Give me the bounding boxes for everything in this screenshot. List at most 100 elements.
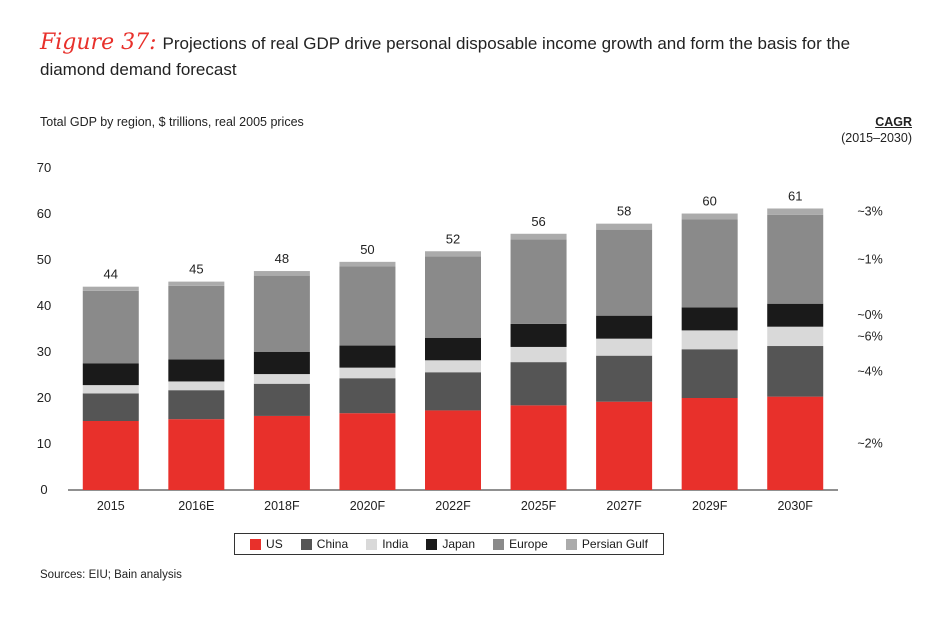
bar-segment-europe [681, 219, 738, 308]
figure-title-text: Projections of real GDP drive personal d… [40, 34, 851, 79]
bar-segment-india [425, 360, 481, 373]
chart-subtitle: Total GDP by region, $ trillions, real 2… [40, 115, 304, 129]
bar-segment-japan [425, 337, 481, 361]
cagr-header: CAGR (2015–2030) [841, 114, 912, 146]
cagr-value: ~6% [857, 329, 882, 343]
chart-legend: US China India Japan Europe Persian Gulf [234, 533, 664, 555]
y-tick-label: 60 [37, 206, 51, 221]
y-tick-label: 70 [37, 160, 51, 175]
bar-segment-europe [168, 285, 225, 360]
y-tick-label: 30 [37, 344, 51, 359]
bar-segment-japan [681, 307, 738, 331]
y-tick-label: 20 [37, 390, 51, 405]
bar-segment-india [82, 385, 139, 394]
x-tick-label: 2025F [521, 499, 557, 513]
y-tick-label: 10 [37, 436, 51, 451]
legend-label: US [266, 537, 283, 551]
bar-segment-europe [767, 214, 824, 304]
legend-swatch [366, 538, 378, 550]
bar-segment-europe [596, 229, 653, 316]
total-label: 50 [360, 242, 374, 257]
bar-segment-india [767, 326, 824, 347]
cagr-period: (2015–2030) [841, 131, 912, 145]
bar-segment-japan [168, 359, 225, 382]
bar-segment-us [510, 405, 567, 490]
x-tick-label: 2022F [435, 499, 471, 513]
cagr-value: ~4% [857, 364, 882, 378]
bar-segment-china [510, 362, 567, 406]
legend-swatch [300, 538, 312, 550]
bar-segment-us [425, 410, 481, 490]
cagr-value: ~2% [857, 436, 882, 450]
bar-segment-india [681, 330, 738, 350]
x-tick-label: 2020F [350, 499, 386, 513]
legend-label: Europe [509, 537, 548, 551]
bar-segment-china [767, 346, 824, 397]
source-note: Sources: EIU; Bain analysis [40, 569, 182, 581]
x-tick-label: 2016E [178, 499, 214, 513]
bar-segment-us [596, 401, 653, 490]
legend-label: Persian Gulf [581, 537, 648, 551]
total-label: 45 [189, 262, 203, 277]
bar-segment-japan [82, 363, 139, 386]
bar-segment-japan [253, 352, 310, 375]
cagr-value: ~3% [857, 205, 882, 219]
bar-segment-india [596, 338, 653, 356]
legend-swatch [250, 538, 262, 550]
bar-segment-japan [339, 345, 396, 368]
bar-segment-india [168, 381, 225, 391]
bar-segment-europe [425, 256, 481, 338]
y-tick-label: 40 [37, 298, 51, 313]
bar-segment-china [253, 383, 310, 416]
cagr-title: CAGR [875, 115, 912, 129]
bar-segment-persian-gulf [681, 213, 738, 220]
total-label: 52 [446, 231, 460, 246]
legend-item: Europe [493, 537, 548, 551]
bar-segment-europe [253, 275, 310, 352]
bar-segment-china [339, 378, 396, 414]
bar-segment-europe [510, 239, 567, 324]
bar-segment-us [339, 413, 396, 490]
bar-segment-persian-gulf [253, 271, 310, 276]
total-label: 56 [531, 214, 545, 229]
y-tick-label: 0 [40, 482, 47, 497]
bar-segment-persian-gulf [82, 286, 139, 291]
bar-segment-india [253, 374, 310, 384]
bar-segment-persian-gulf [339, 261, 396, 267]
total-label: 48 [275, 251, 289, 266]
total-label: 61 [788, 188, 802, 203]
bar-segment-europe [82, 290, 139, 364]
legend-swatch [493, 538, 505, 550]
legend-label: Japan [442, 537, 476, 551]
x-tick-label: 2030F [777, 499, 813, 513]
bar-segment-china [596, 355, 653, 402]
legend-item: US [250, 537, 283, 551]
total-label: 60 [702, 194, 716, 209]
bar-segment-us [681, 398, 738, 490]
total-label: 58 [617, 204, 631, 219]
bar-segment-us [168, 419, 225, 490]
x-tick-label: 2029F [692, 499, 728, 513]
legend-swatch [426, 538, 438, 550]
bar-segment-china [425, 372, 481, 411]
bar-segment-persian-gulf [596, 223, 653, 230]
bar-segment-china [681, 349, 738, 398]
bar-segment-india [339, 367, 396, 379]
bar-segment-japan [596, 315, 653, 339]
bar-segment-persian-gulf [425, 251, 481, 257]
legend-swatch [565, 538, 577, 550]
y-tick-label: 50 [37, 252, 51, 267]
bar-segment-persian-gulf [510, 233, 567, 240]
bar-segment-us [82, 421, 139, 490]
figure-title: Figure 37: Projections of real GDP drive … [40, 30, 920, 83]
cagr-value: ~0% [857, 308, 882, 322]
x-tick-label: 2018F [264, 499, 300, 513]
bar-segment-europe [339, 266, 396, 346]
x-tick-label: 2027F [606, 499, 642, 513]
bar-segment-india [510, 346, 567, 363]
legend-item: Persian Gulf [565, 537, 648, 551]
legend-item: Japan [426, 537, 475, 551]
x-tick-label: 2015 [97, 499, 125, 513]
legend-label: China [316, 537, 349, 551]
